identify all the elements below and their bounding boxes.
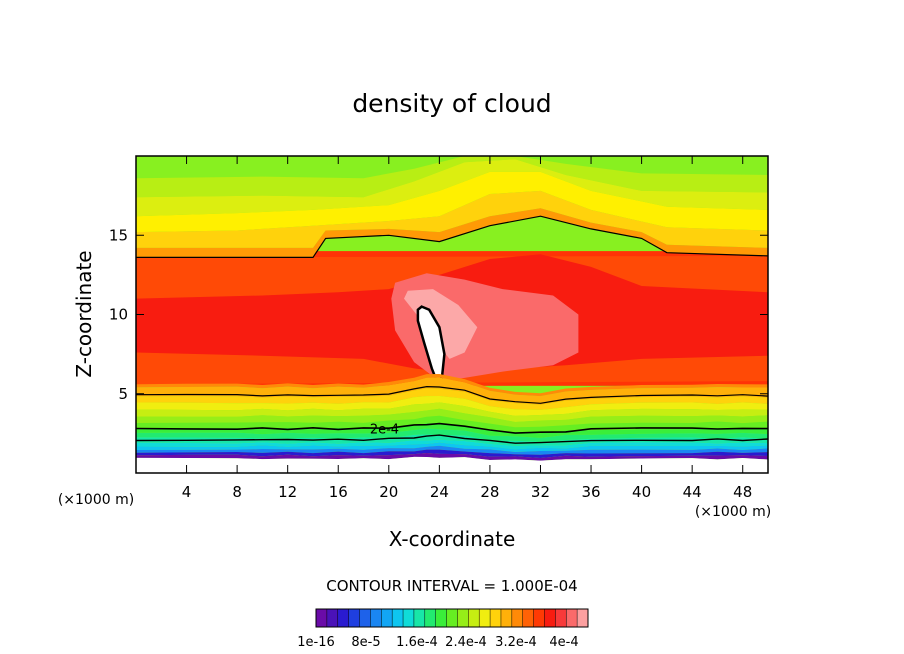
x-tick-label: 44 bbox=[683, 483, 702, 501]
band-lower-0 bbox=[136, 374, 768, 397]
colorbar-swatch bbox=[348, 609, 360, 627]
colorbar-swatch bbox=[555, 609, 567, 627]
x-tick-label: 24 bbox=[430, 483, 449, 501]
colorbar-swatch bbox=[316, 609, 328, 627]
x-tick-label: 8 bbox=[232, 483, 242, 501]
chart-title: density of cloud bbox=[352, 89, 551, 118]
colorbar-swatch bbox=[337, 609, 349, 627]
x-tick-label: 16 bbox=[329, 483, 348, 501]
colorbar-swatch bbox=[490, 609, 502, 627]
colorbar-swatch bbox=[468, 609, 480, 627]
band-lower-8 bbox=[136, 428, 768, 442]
colorbar-label: 1.6e-4 bbox=[396, 635, 438, 650]
contour-label: 2e-4 bbox=[370, 423, 399, 438]
colorbar-swatch bbox=[413, 609, 426, 627]
colorbar-label: 8e-5 bbox=[351, 635, 380, 650]
band-lower-12 bbox=[136, 445, 768, 455]
contour-line-2e-4 bbox=[136, 422, 768, 434]
band-lower-10 bbox=[136, 439, 768, 450]
y-unit-label: (×1000 m) bbox=[58, 492, 134, 508]
x-tick-label: 28 bbox=[480, 483, 499, 501]
colorbar-swatch bbox=[446, 609, 458, 627]
colorbar-swatch bbox=[577, 609, 589, 627]
y-tick-label: 15 bbox=[109, 226, 128, 244]
x-axis-title: X-coordinate bbox=[389, 527, 516, 551]
colorbar-label: 1e-16 bbox=[297, 635, 335, 650]
colorbar-swatch bbox=[424, 609, 436, 627]
x-tick-label: 20 bbox=[379, 483, 398, 501]
contour-interval-caption: CONTOUR INTERVAL = 1.000E-04 bbox=[326, 577, 577, 595]
band-lower-5 bbox=[136, 408, 768, 428]
y-tick-label: 5 bbox=[118, 385, 128, 403]
band-lower-14 bbox=[136, 453, 768, 461]
contour-line-mid bbox=[136, 385, 768, 404]
band-lower-11 bbox=[136, 442, 768, 452]
band-lower-9 bbox=[136, 434, 768, 446]
colorbar-swatch bbox=[500, 609, 513, 627]
colorbar-swatch bbox=[457, 609, 469, 627]
contour-line-upper bbox=[136, 215, 768, 258]
y-axis-title: Z-coordinate bbox=[72, 250, 96, 377]
colorbar-swatch bbox=[544, 609, 556, 627]
colorbar-swatch bbox=[479, 609, 491, 627]
band-yellowgreen bbox=[136, 156, 768, 198]
band-lower-4 bbox=[136, 402, 768, 422]
colorbar-label: 3.2e-4 bbox=[495, 635, 537, 650]
contour-field bbox=[136, 156, 768, 473]
x-tick-label: 32 bbox=[531, 483, 550, 501]
x-tick-label: 40 bbox=[632, 483, 651, 501]
x-ticks: 4 8 12 16 20 24 28 32 36 40 44 48 bbox=[182, 156, 752, 501]
colorbar-swatch bbox=[566, 609, 578, 627]
y-tick-label: 10 bbox=[109, 306, 128, 324]
band-lower-1 bbox=[136, 377, 768, 405]
colorbar-swatch bbox=[392, 609, 404, 627]
band-lower-3 bbox=[136, 396, 768, 416]
colorbar-swatch bbox=[370, 609, 382, 627]
x-tick-label: 4 bbox=[182, 483, 192, 501]
band-lower-2 bbox=[136, 388, 768, 410]
colorbar-swatch bbox=[522, 609, 534, 627]
contour-line-lower bbox=[136, 434, 768, 444]
colorbar-frame bbox=[315, 608, 589, 628]
x-tick-label: 48 bbox=[733, 483, 752, 501]
colorbar-swatch bbox=[326, 609, 339, 627]
band-green bbox=[136, 156, 768, 179]
y-ticks: 5 10 15 bbox=[109, 226, 768, 403]
colorbar-swatch bbox=[381, 609, 393, 627]
colorbar-label: 2.4e-4 bbox=[445, 635, 487, 650]
x-unit-label: (×1000 m) bbox=[695, 504, 771, 520]
colorbar-swatch bbox=[435, 609, 447, 627]
band-surface bbox=[136, 456, 768, 473]
colorbar bbox=[315, 608, 589, 628]
x-tick-label: 36 bbox=[581, 483, 600, 501]
colorbar-swatch bbox=[403, 609, 415, 627]
x-tick-label: 12 bbox=[278, 483, 297, 501]
band-yellow bbox=[136, 171, 768, 233]
band-gold bbox=[136, 190, 768, 248]
band-lower-7 bbox=[136, 423, 768, 438]
band-lower-13 bbox=[136, 449, 768, 458]
colorbar-swatch bbox=[533, 609, 545, 627]
colorbar-swatch bbox=[511, 609, 524, 627]
band-orange bbox=[136, 208, 768, 258]
colorbar-swatch bbox=[359, 609, 371, 627]
colorbar-labels: 1e-16 8e-5 1.6e-4 2.4e-4 3.2e-4 4e-4 bbox=[297, 635, 578, 650]
band-lime bbox=[136, 159, 768, 217]
colorbar-label: 4e-4 bbox=[549, 635, 578, 650]
